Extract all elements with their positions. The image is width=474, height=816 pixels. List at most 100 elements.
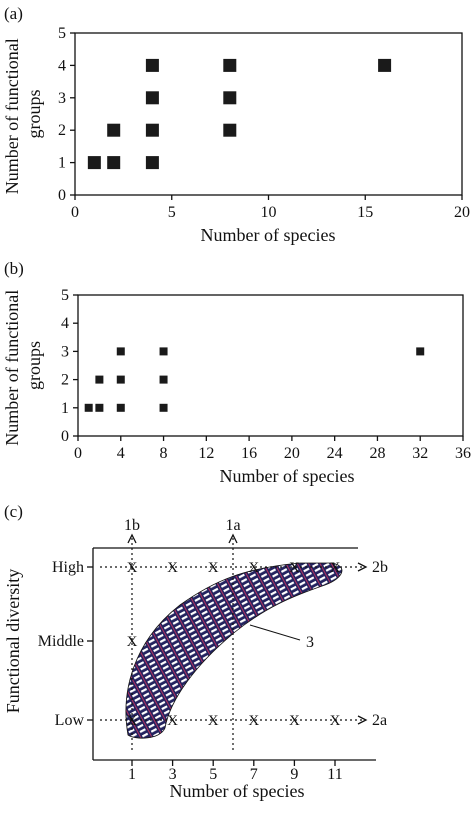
panelb-xtick-label: 4 [117, 445, 125, 462]
panela-xtick-label: 0 [71, 204, 79, 221]
panela-data-point [378, 58, 392, 72]
panelb-xtick-label: 12 [198, 445, 214, 462]
panel-b-ylabel-line2: groups [24, 341, 44, 390]
panelc-data-point: X [127, 634, 138, 650]
panel-a-ylabel-line2: groups [24, 90, 44, 139]
region-leader-line [249, 624, 301, 641]
panel-b-ylabel-line1: Number of functional [2, 290, 22, 446]
panelc-data-point: X [167, 713, 178, 729]
panela-data-point [107, 123, 121, 137]
panelc-data-point: X [127, 560, 138, 576]
panela-data-point [145, 58, 159, 72]
panela-ytick-label: 2 [58, 122, 66, 139]
panelb-data-point [84, 403, 93, 412]
panelc-data-point: X [248, 713, 259, 729]
panel-a-ylabel-line1: Number of functional [2, 38, 22, 194]
diversity-region [125, 562, 343, 739]
panel-c-xlabel: Number of species [170, 781, 305, 801]
panelc-data-point: X [248, 560, 259, 576]
panel-a-frame [74, 32, 463, 196]
panelc-xtick-label: 5 [209, 766, 217, 783]
region-label: 3 [306, 634, 314, 651]
panelb-xtick-label: 24 [327, 445, 343, 462]
panelb-ytick-label: 1 [61, 400, 69, 417]
panelc-ytick-label: Middle [38, 633, 84, 650]
transect-1b-arrowhead [127, 533, 137, 544]
panela-ytick-label: 1 [58, 155, 66, 172]
panelb-data-point [116, 375, 125, 384]
panelc-xtick-label: 9 [290, 766, 298, 783]
panela-xtick-label: 5 [168, 204, 176, 221]
panelc-xtick-label: 1 [128, 766, 136, 783]
panelc-data-point: X [208, 713, 219, 729]
panela-data-point [223, 58, 237, 72]
panelb-ytick-label: 2 [61, 372, 69, 389]
transect-1b-label: 1b [124, 517, 140, 534]
panela-data-point [87, 156, 101, 170]
panelc-data-point: X [127, 713, 138, 729]
panelc-xtick-label: 3 [169, 766, 177, 783]
panel-a-ylabel: Number of functional groups [2, 34, 44, 194]
transect-2b-arrowhead [357, 562, 368, 572]
panelc-data-point: X [289, 713, 300, 729]
panelb-data-point [116, 347, 125, 356]
transect-1a-label: 1a [225, 517, 240, 534]
panelb-data-point [95, 375, 104, 384]
transect-2a-arrowhead [357, 715, 368, 725]
panela-ytick-label: 0 [58, 187, 66, 204]
panelb-xtick-label: 20 [284, 445, 300, 462]
panelc-data-point: X [208, 560, 219, 576]
panel-a-chart: 0 5 10 15 20 0 1 2 3 4 5 Number of species Number … [2, 25, 470, 245]
panela-data-point [107, 156, 121, 170]
panelc-data-point: X [167, 560, 178, 576]
panelb-xtick-label: 28 [369, 445, 385, 462]
panelb-ytick-label: 0 [61, 428, 69, 445]
panela-xtick-label: 15 [357, 204, 373, 221]
transect-2b-label: 2b [372, 559, 388, 576]
panelc-data-point: X [289, 560, 300, 576]
panela-ytick-label: 3 [58, 90, 66, 107]
panela-ytick-label: 5 [58, 25, 66, 42]
transect-1a-arrowhead [228, 533, 238, 544]
panelb-data-point [159, 403, 168, 412]
transect-2a-label: 2a [372, 712, 387, 729]
panelb-xtick-label: 36 [455, 445, 471, 462]
panelb-data-point [416, 347, 425, 356]
panela-data-point [223, 91, 237, 105]
panelc-data-point: X [330, 560, 341, 576]
panel-a-label: (a) [4, 4, 23, 23]
panela-xtick-label: 20 [454, 204, 470, 221]
panelb-xtick-label: 0 [74, 445, 82, 462]
panel-c-ylabel: Functional diversity [3, 569, 23, 713]
panelc-xtick-label: 11 [327, 766, 342, 783]
panelb-xtick-label: 32 [412, 445, 428, 462]
panela-data-point [145, 91, 159, 105]
panelb-ytick-label: 4 [61, 315, 69, 332]
panelb-ytick-label: 3 [61, 343, 69, 360]
panelb-data-point [95, 403, 104, 412]
panelc-data-point: X [330, 713, 341, 729]
panel-b-xlabel: Number of species [220, 466, 355, 486]
panela-data-point [145, 156, 159, 170]
panelc-ytick-label: Low [55, 712, 85, 729]
panel-b-ylabel: Number of functional groups [2, 285, 44, 445]
panela-ytick-label: 4 [58, 57, 66, 74]
panel-c-label: (c) [4, 502, 23, 521]
panela-data-point [223, 123, 237, 137]
panelc-ytick-label: High [52, 559, 84, 576]
panelb-xtick-label: 8 [160, 445, 168, 462]
panelb-ytick-label: 5 [61, 287, 69, 304]
panelc-xtick-label: 7 [250, 766, 258, 783]
panelb-xtick-label: 16 [241, 445, 257, 462]
panelb-data-point [116, 403, 125, 412]
panelb-data-point [159, 375, 168, 384]
panelb-data-point [159, 347, 168, 356]
panela-xtick-label: 10 [261, 204, 277, 221]
panel-c-chart: 1 3 5 7 9 11 Low Middle High 1b 1a 2b 2a X X X X X X X X X X… [3, 517, 388, 801]
panel-b-frame [77, 294, 464, 437]
panel-a-xlabel: Number of species [201, 225, 336, 245]
panel-b-label: (b) [4, 259, 24, 278]
panela-data-point [145, 123, 159, 137]
